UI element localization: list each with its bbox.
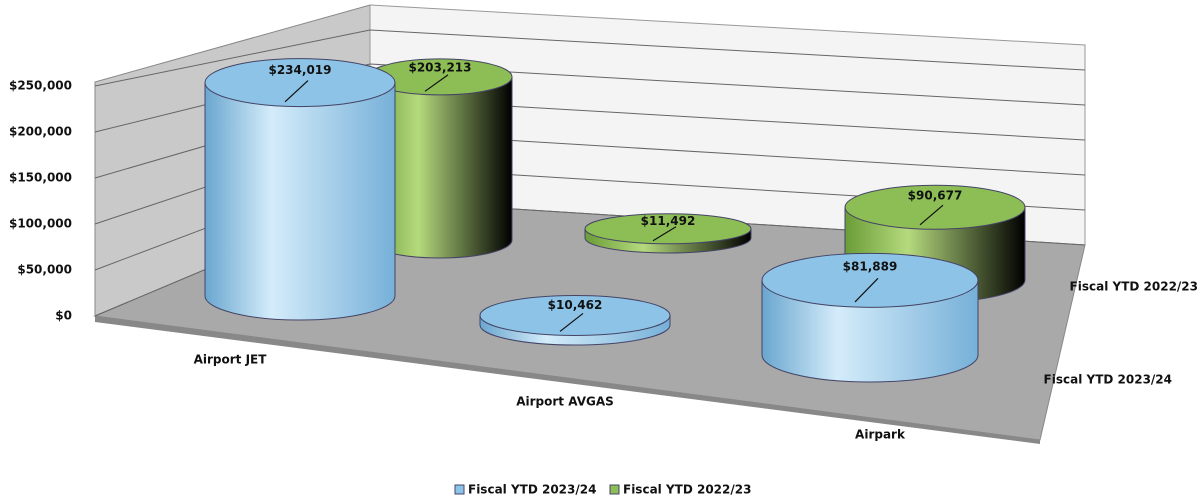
label-leader xyxy=(652,226,677,242)
y-tick-label: $50,000 xyxy=(17,263,72,277)
y-tick-label: $200,000 xyxy=(9,125,72,139)
floor-edge xyxy=(95,316,1040,444)
label-leader xyxy=(854,277,879,303)
depth-label: Fiscal YTD 2022/23 xyxy=(1070,280,1198,294)
cylinder-top xyxy=(204,58,396,108)
depth-label: Fiscal YTD 2023/24 xyxy=(1044,373,1172,387)
value-label: $11,492 xyxy=(641,214,696,228)
label-leader xyxy=(424,74,449,92)
label-leader xyxy=(284,80,309,103)
cylinder-top xyxy=(479,294,671,336)
x-tick-label: Airpark xyxy=(855,428,906,442)
cylinder-top xyxy=(844,184,1026,230)
label-leader xyxy=(559,312,584,332)
value-label: $81,889 xyxy=(843,259,898,273)
y-tick-label: $0 xyxy=(55,309,72,323)
cylinder-top xyxy=(761,252,979,308)
legend-swatch xyxy=(609,484,620,495)
cylinder xyxy=(761,279,979,383)
y-tick-label: $100,000 xyxy=(9,217,72,231)
legend-label: Fiscal YTD 2023/24 xyxy=(468,483,596,497)
y-tick-label: $250,000 xyxy=(9,79,72,93)
y-tick-label: $150,000 xyxy=(9,171,72,185)
cylinder xyxy=(204,82,396,321)
value-label: $10,462 xyxy=(548,298,603,312)
x-tick-label: Airport JET xyxy=(194,353,268,367)
grid-line xyxy=(94,29,1086,87)
legend-label: Fiscal YTD 2022/23 xyxy=(623,483,751,497)
cylinder-top xyxy=(584,213,752,245)
value-label: $90,677 xyxy=(908,189,963,203)
value-label: $234,019 xyxy=(268,63,331,77)
label-leader xyxy=(919,204,944,226)
grid-line xyxy=(94,63,1086,133)
x-tick-label: Airport AVGAS xyxy=(516,395,614,409)
legend-swatch xyxy=(454,484,465,495)
value-label: $203,213 xyxy=(408,60,471,74)
